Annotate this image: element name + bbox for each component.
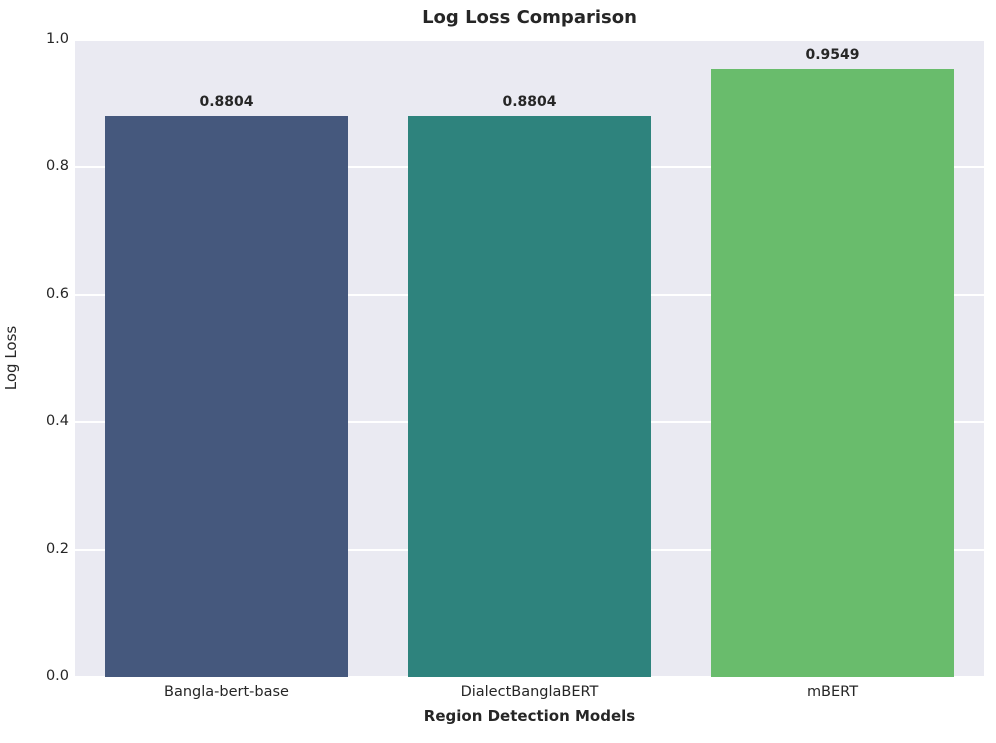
y-tick-label: 0.4 (45, 413, 69, 430)
chart-title: Log Loss Comparison (422, 7, 637, 28)
bar-value-label: 0.8804 (199, 94, 254, 111)
bar-Bangla-bert-base (105, 116, 348, 677)
x-axis-label: Region Detection Models (423, 707, 636, 725)
plot-area: 0.8804 0.8804 0.9549 (75, 39, 984, 678)
y-tick-label: 0.2 (45, 540, 69, 557)
bar-DialectBanglaBERT (408, 116, 651, 677)
gridline (75, 676, 984, 678)
x-tick-label: DialectBanglaBERT (460, 684, 599, 700)
y-tick-label: 0.0 (45, 668, 69, 684)
gridline (75, 39, 984, 41)
bar-mBERT (711, 68, 954, 677)
bar-value-label: 0.9549 (805, 46, 860, 63)
x-tick-label: Bangla-bert-base (164, 684, 289, 700)
y-tick-label: 0.6 (45, 285, 69, 302)
y-tick-label: 1.0 (45, 31, 69, 47)
bar-value-label: 0.8804 (502, 94, 557, 111)
y-axis-label: Log Loss (2, 325, 20, 391)
y-tick-label: 0.8 (45, 158, 69, 175)
x-tick-label: mBERT (806, 684, 859, 700)
